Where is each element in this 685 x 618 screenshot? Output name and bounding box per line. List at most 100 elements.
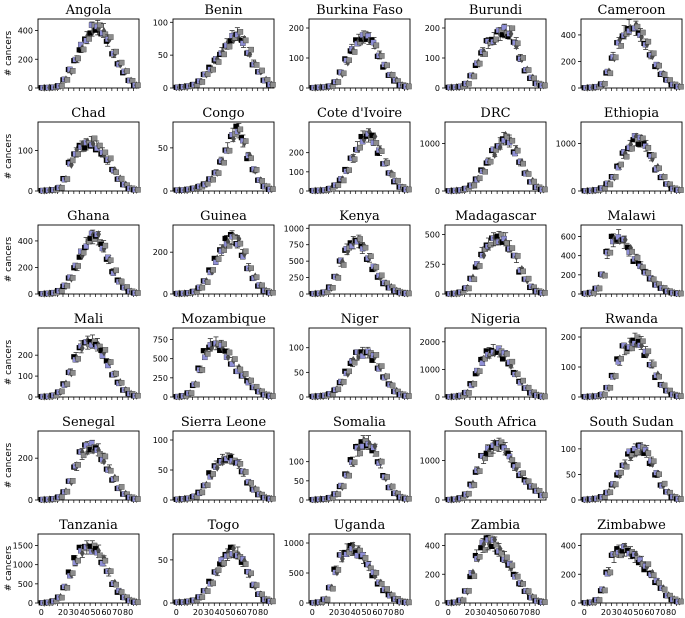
y-tick-label: 0 <box>163 84 168 93</box>
marker-square <box>97 451 103 457</box>
marker-square <box>515 371 521 377</box>
marker-square <box>199 284 206 291</box>
marker-square <box>482 51 488 57</box>
marker-square <box>384 373 390 380</box>
marker-square <box>108 359 114 365</box>
marker-square <box>602 185 608 192</box>
y-tick-label: 0 <box>299 599 304 608</box>
marker-square <box>623 463 630 470</box>
y-tick-label: 2000 <box>420 338 440 347</box>
marker-square <box>346 57 352 63</box>
marker-square <box>80 46 87 53</box>
y-tick-label: 200 <box>425 570 440 579</box>
marker-square <box>351 49 358 55</box>
marker-square <box>83 442 89 449</box>
marker-square <box>499 32 506 38</box>
marker-square <box>520 55 526 61</box>
y-tick-label: 400 <box>561 31 576 40</box>
panel-title: Guinea <box>200 209 247 224</box>
marker-square <box>362 555 369 561</box>
marker-square <box>135 290 141 296</box>
y-tick-label: 0 <box>28 187 33 196</box>
marker-square <box>70 68 76 74</box>
panel-cameroon: Cameroon 0 200 400 <box>561 3 684 93</box>
marker-square <box>215 59 222 65</box>
marker-square <box>75 557 81 564</box>
marker-square <box>270 186 276 192</box>
marker-square <box>661 174 668 180</box>
marker-square <box>244 155 250 162</box>
marker-square <box>59 594 65 601</box>
marker-square <box>102 453 109 460</box>
panel-title: Burkina Faso <box>316 3 403 18</box>
panel-frame <box>580 18 683 89</box>
panel-title: Rwanda <box>605 312 658 327</box>
marker-square <box>205 588 211 594</box>
x-tick-label: 60 <box>236 608 246 617</box>
marker-square <box>358 439 364 445</box>
marker-square <box>253 274 260 280</box>
marker-square <box>645 38 652 45</box>
marker-square <box>270 598 276 605</box>
marker-square <box>520 268 526 275</box>
marker-square <box>215 567 222 573</box>
y-tick-label: 0 <box>571 290 576 299</box>
y-tick-label: 200 <box>561 570 576 579</box>
marker-diamond <box>503 556 508 565</box>
marker-square <box>346 167 352 173</box>
panel-title: Benin <box>204 3 243 18</box>
marker-square <box>656 62 662 69</box>
marker-square <box>335 386 342 393</box>
marker-square <box>199 79 206 85</box>
marker-square <box>504 351 510 357</box>
marker-square <box>504 554 510 561</box>
marker-square <box>472 371 478 377</box>
marker-square <box>466 588 472 594</box>
panel-frame <box>444 224 547 295</box>
marker-square <box>330 585 336 592</box>
marker-square <box>98 347 104 354</box>
panel-congo: Congo 0 50 <box>158 106 276 196</box>
panel-title: Burundi <box>469 3 522 18</box>
y-tick-label: 1000 <box>13 561 33 570</box>
marker-square <box>75 151 81 157</box>
marker-square <box>501 445 507 451</box>
marker-square <box>483 348 489 354</box>
x-tick-label: 50 <box>497 608 507 617</box>
marker-square <box>75 263 81 269</box>
y-axis-label: # cancers <box>4 545 14 591</box>
marker-square <box>498 550 505 556</box>
marker-square <box>237 29 244 35</box>
panel-rwanda: Rwanda 0 100 200 <box>561 312 684 402</box>
marker-square <box>656 165 662 171</box>
marker-square <box>635 560 642 566</box>
marker-square <box>607 249 614 256</box>
marker-square <box>64 585 71 591</box>
marker-square <box>237 240 244 247</box>
marker-square <box>389 71 396 78</box>
marker-square <box>222 348 228 354</box>
x-tick-label: 60 <box>508 608 518 617</box>
marker-square <box>656 471 662 477</box>
marker-square <box>406 83 412 90</box>
marker-square <box>501 24 507 31</box>
y-tick-label: 0 <box>28 84 33 93</box>
x-tick-label: 80 <box>258 608 268 617</box>
panel-frame <box>580 327 683 398</box>
panel-frame <box>37 224 140 295</box>
panel-somalia: Somalia 0 50 100 <box>289 415 412 505</box>
marker-diamond <box>508 29 514 38</box>
marker-square <box>135 392 141 399</box>
marker-square <box>678 84 684 90</box>
x-tick-label: 80 <box>123 608 133 617</box>
marker-square <box>499 239 506 245</box>
marker-square <box>678 393 684 399</box>
panel-frame <box>172 18 275 89</box>
panel-title: Cote d'Ivoire <box>317 106 402 121</box>
marker-square <box>645 450 652 456</box>
marker-square <box>227 454 234 461</box>
marker-square <box>466 80 472 87</box>
marker-square <box>656 373 662 380</box>
marker-square <box>227 38 234 44</box>
